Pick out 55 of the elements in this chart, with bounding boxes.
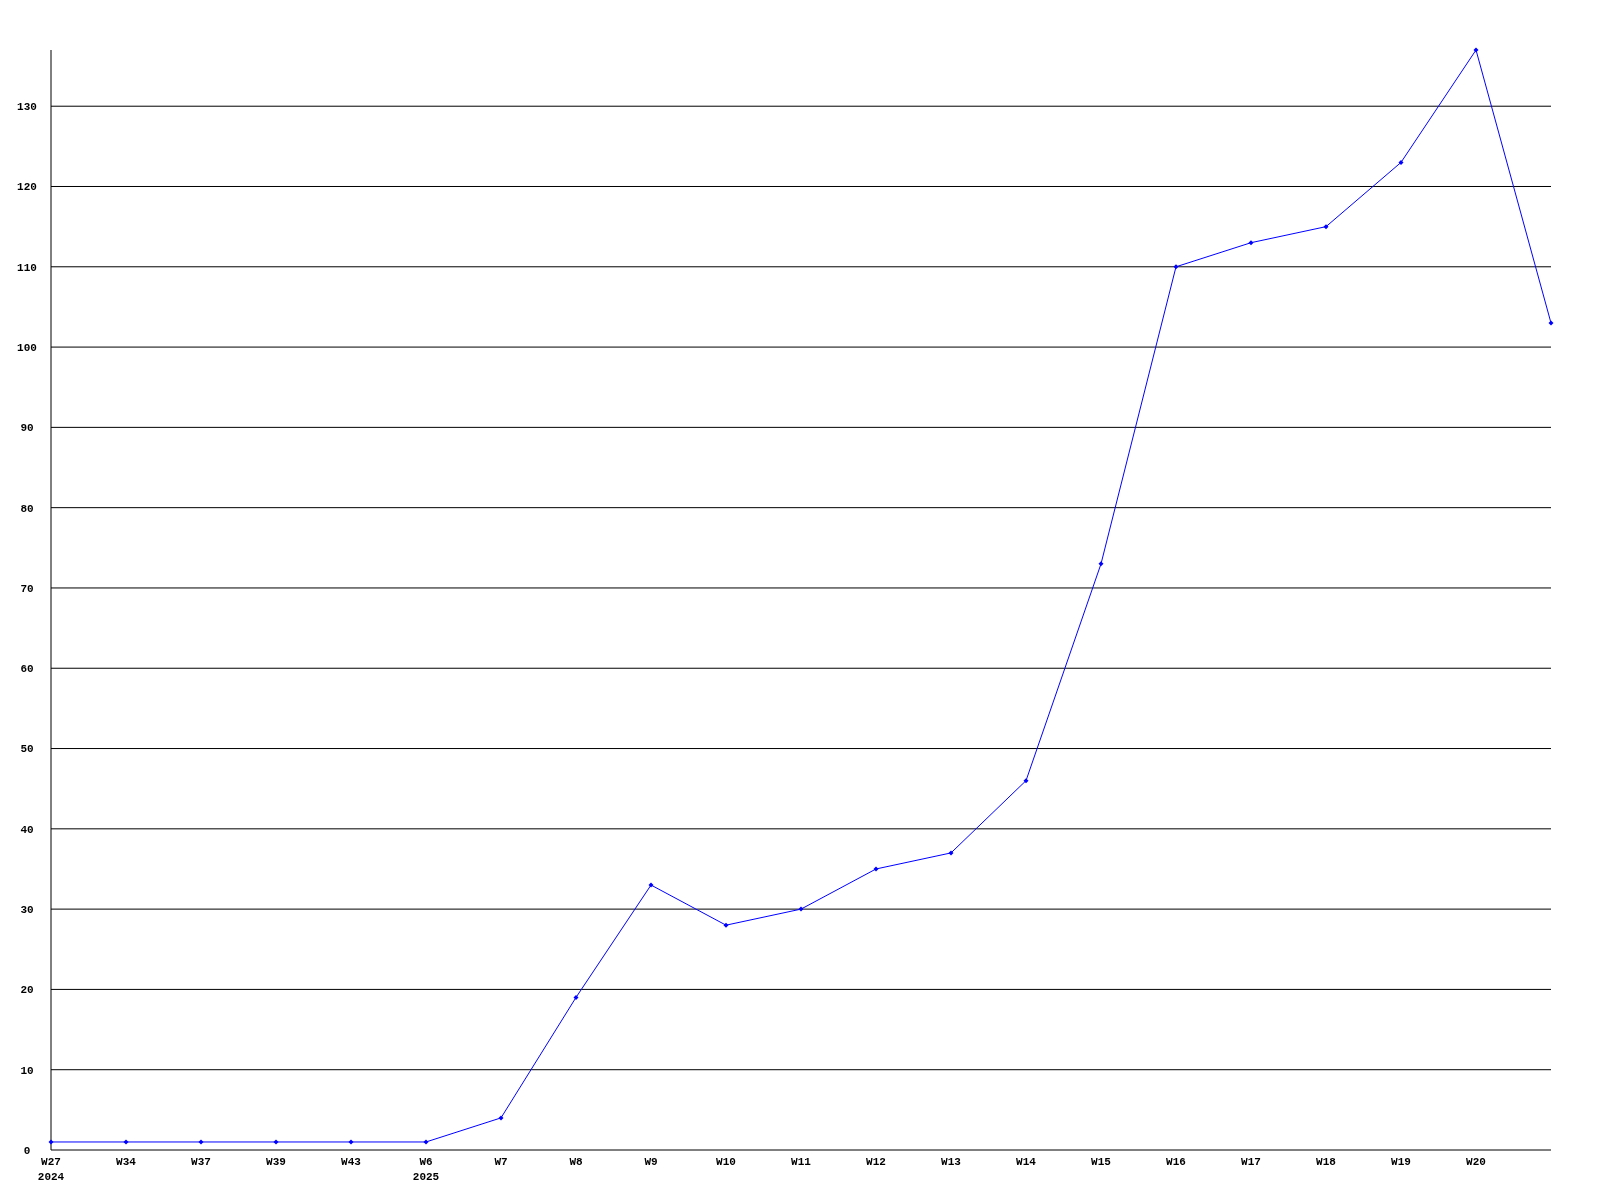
point [573,994,579,1000]
x-tick-label: W16 [1166,1156,1186,1168]
x-tick-label: W19 [1391,1156,1411,1168]
y-tick-label: 0 [23,1144,31,1157]
point [723,922,729,928]
y-tick-label: 130 [17,101,37,114]
x-tick-label: W17 [1241,1156,1261,1168]
x-tick-label: W11 [791,1156,812,1168]
point [1248,240,1254,246]
point [423,1139,429,1145]
point [648,882,654,888]
point [1548,320,1554,326]
point [198,1139,204,1145]
y-tick-label: 70 [20,582,34,595]
x-tick-label: W20 [1466,1156,1486,1168]
y-tick-label: 10 [20,1064,34,1077]
x-tick-label: W10 [716,1156,736,1168]
point [123,1139,129,1145]
point [798,906,804,912]
x-tick-label: W15 [1091,1156,1112,1168]
point [1023,778,1029,784]
point [873,866,879,872]
y-tick-label: 100 [17,341,37,354]
y-tick-label: 30 [20,903,34,916]
x-tick-label: W39 [266,1156,286,1168]
x-tick-label: W34 [116,1156,137,1168]
point [48,1139,54,1145]
x-tick-label: W9 [644,1156,658,1168]
x-tick-label: W37 [191,1156,211,1168]
x-tick-label: W13 [941,1156,962,1168]
point [498,1115,504,1121]
y-tick-label: 50 [20,743,34,756]
x-tick-label: W7 [494,1156,508,1168]
point [1173,264,1179,270]
point [948,850,954,856]
y-tick-label: 60 [20,663,34,676]
x-tick-label: W18 [1316,1156,1337,1168]
x-tick-label: W6 2025 [412,1156,440,1183]
point [1473,47,1479,53]
point [1323,224,1329,230]
point [348,1139,354,1145]
point [1398,159,1404,165]
x-tick-label: W14 [1016,1156,1037,1168]
x-tick-label: W27 2024 [37,1156,65,1183]
y-tick-label: 120 [17,181,37,194]
x-tick-label: W43 [341,1156,362,1168]
point [1098,561,1104,567]
x-tick-label: W8 [569,1156,583,1168]
y-tick-label: 90 [20,422,34,435]
y-tick-label: 40 [20,823,34,836]
y-tick-label: 20 [20,984,34,997]
point [273,1139,279,1145]
x-tick-label: W12 [866,1156,886,1168]
y-tick-label: 80 [20,502,34,515]
y-tick-label: 110 [17,261,37,274]
